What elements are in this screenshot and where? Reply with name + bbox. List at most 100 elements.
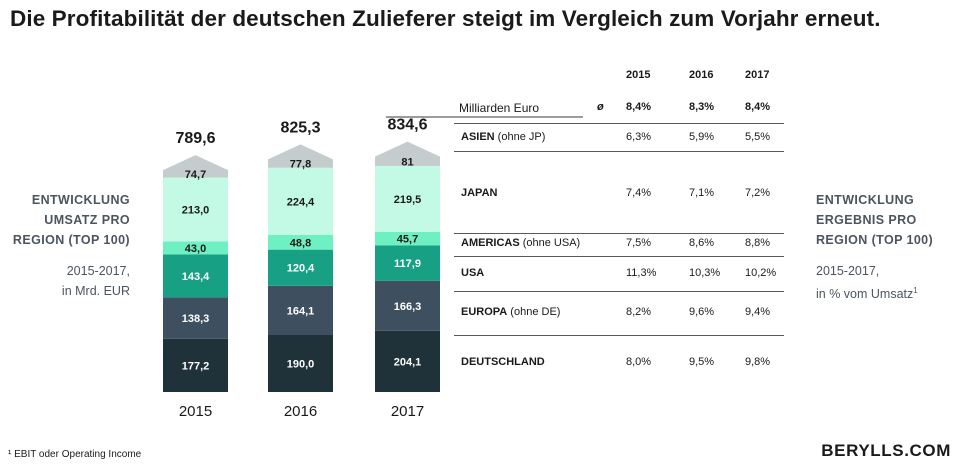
right-panel-subtitle: 2015-2017, in % vom Umsatz1: [816, 261, 956, 304]
table-divider: [454, 233, 784, 234]
data-label-japan: 219,5: [394, 194, 422, 206]
left-panel-subtitle: 2015-2017, in Mrd. EUR: [8, 261, 130, 301]
bar-segment-europa-ohne-de: [268, 285, 333, 335]
table-row-label: USA: [461, 267, 484, 279]
data-label-americas-ohne-usa: 48,8: [290, 237, 311, 249]
region-name: USA: [461, 267, 485, 279]
column-header: 2016: [689, 69, 714, 81]
data-label-asien-ohne-jp: 77,8: [290, 159, 311, 171]
data-label-usa: 117,9: [394, 258, 421, 270]
table-cell: 9,8%: [745, 356, 771, 368]
average-symbol: ø: [597, 101, 604, 113]
bar-segment-americas-ohne-usa: [268, 235, 333, 250]
table-row-label: AMERICAS (ohne USA): [461, 237, 580, 249]
average-value: 8,3%: [689, 101, 715, 113]
table-divider: [454, 291, 784, 292]
data-label-japan: 213,0: [182, 204, 210, 216]
region-qualifier: (ohne USA): [519, 237, 581, 249]
region-name: ASIEN: [461, 131, 495, 143]
x-tick-label: 2017: [391, 403, 424, 420]
berylls-logo: BERYLLS.COM: [821, 441, 951, 460]
unit-label: Milliarden Euro: [459, 101, 539, 115]
bar-segment-europa-ohne-de: [163, 297, 228, 339]
footnote-marker: 1: [913, 286, 918, 295]
bar-segment-japan: [268, 167, 333, 236]
table-cell: 10,3%: [689, 267, 721, 279]
data-label-europa-ohne-de: 138,3: [182, 313, 210, 325]
right-heading-line: REGION (TOP 100): [816, 233, 934, 247]
bar-segment-usa: [163, 254, 228, 298]
data-label-usa: 120,4: [287, 263, 315, 275]
left-subtitle-line: 2015-2017,: [66, 264, 130, 278]
table-cell: 9,5%: [689, 356, 715, 368]
table-row-label: JAPAN: [461, 187, 497, 199]
region-qualifier: (ohne JP): [494, 131, 546, 143]
data-label-deutschland: 190,0: [287, 359, 315, 371]
region-name: EUROPA: [461, 306, 508, 318]
table-row-label: DEUTSCHLAND: [461, 356, 545, 368]
x-tick-label: 2015: [179, 403, 212, 420]
table-cell: 8,8%: [745, 237, 771, 249]
data-label-europa-ohne-de: 166,3: [394, 301, 422, 313]
average-value: 8,4%: [745, 101, 771, 113]
right-heading-line: ERGEBNIS PRO: [816, 213, 917, 227]
bar-segment-asien-ohne-jp: [268, 144, 333, 168]
total-label: 789,6: [175, 130, 215, 147]
table-divider: [454, 335, 784, 336]
bar-group-2017: 204,1 166,3 117,9 45,7 219,5 81 834,6 2017: [375, 117, 440, 420]
left-subtitle-line: in Mrd. EUR: [61, 284, 130, 298]
right-panel-heading: ENTWICKLUNG ERGEBNIS PRO REGION (TOP 100…: [816, 190, 956, 250]
column-header: 2017: [745, 69, 770, 81]
data-label-europa-ohne-de: 164,1: [287, 305, 315, 317]
table-row-label: EUROPA (ohne DE): [461, 306, 560, 318]
table-cell: 5,9%: [689, 131, 715, 143]
table-cell: 11,3%: [626, 267, 657, 279]
table-cell: 7,1%: [689, 187, 715, 199]
table-cell: 9,6%: [689, 306, 715, 318]
bar-segment-americas-ohne-usa: [163, 241, 228, 255]
bar-segment-deutschland: [163, 338, 228, 392]
table-cell: 8,0%: [626, 356, 652, 368]
data-label-americas-ohne-usa: 45,7: [397, 234, 418, 246]
right-heading-line: ENTWICKLUNG: [816, 193, 915, 207]
table-cell: 7,4%: [626, 187, 652, 199]
left-heading-line: UMSATZ PRO: [44, 213, 130, 227]
bar-segment-usa: [375, 245, 440, 281]
table-cell: 6,3%: [626, 131, 652, 143]
data-label-japan: 224,4: [287, 196, 315, 208]
data-label-asien-ohne-jp: 81: [401, 156, 413, 168]
average-value: 8,4%: [626, 101, 652, 113]
left-heading-line: ENTWICKLUNG: [31, 193, 130, 207]
table-row-label: ASIEN (ohne JP): [461, 131, 545, 143]
page-title: Die Profitabilität der deutschen Zuliefe…: [10, 6, 881, 31]
data-label-deutschland: 177,2: [182, 360, 210, 372]
bar-segment-asien-ohne-jp: [375, 141, 440, 166]
footnote: ¹ EBIT oder Operating Income: [8, 449, 142, 460]
right-subtitle-line: in % vom Umsatz1: [816, 281, 956, 304]
right-subtitle-text: in % vom Umsatz: [816, 287, 914, 302]
region-name: AMERICAS: [461, 237, 520, 249]
bar-group-2016: 190,0 164,1 120,4 48,8 224,4 77,8 825,3 2016: [268, 119, 333, 420]
data-label-americas-ohne-usa: 43,0: [185, 243, 206, 255]
region-name: DEUTSCHLAND: [461, 356, 545, 368]
bar-segment-asien-ohne-jp: [163, 155, 228, 178]
table-cell: 5,5%: [745, 131, 771, 143]
bar-group-2015: 177,2 138,3 143,4 43,0 213,0 74,7 789,6 2015: [163, 130, 228, 420]
bar-segment-europa-ohne-de: [375, 280, 440, 331]
table-divider: [454, 123, 784, 124]
data-label-usa: 143,4: [182, 271, 210, 283]
bar-segment-japan: [375, 165, 440, 232]
total-label: 825,3: [280, 119, 320, 136]
data-label-deutschland: 204,1: [394, 356, 422, 368]
table-cell: 8,2%: [626, 306, 652, 318]
table-cell: 10,2%: [745, 267, 777, 279]
bar-segment-usa: [268, 249, 333, 286]
bar-segment-americas-ohne-usa: [375, 231, 440, 246]
bar-segment-japan: [163, 177, 228, 242]
right-subtitle-line: 2015-2017,: [816, 264, 880, 278]
data-label-asien-ohne-jp: 74,7: [185, 169, 206, 181]
column-header: 2015: [626, 69, 651, 81]
table-cell: 8,6%: [689, 237, 715, 249]
total-label: 834,6: [387, 117, 427, 134]
region-qualifier: (ohne DE): [507, 306, 561, 318]
